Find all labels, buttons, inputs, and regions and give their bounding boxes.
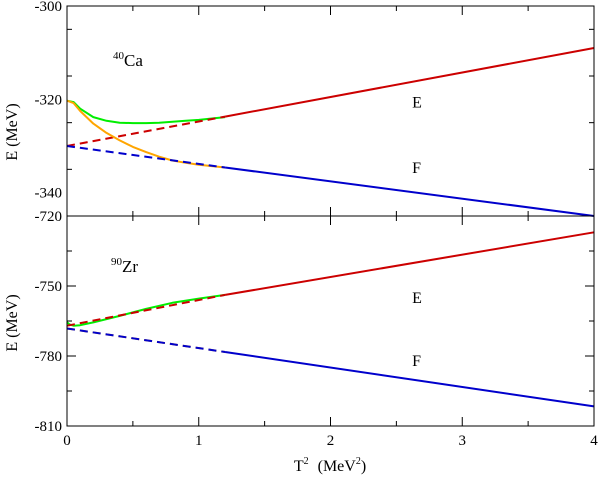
x-axis-label-close: ) <box>361 458 366 475</box>
top-ytick-label: -320 <box>35 92 63 108</box>
x-axis-label-sup: 2 <box>304 456 309 467</box>
top-nucleus-label: 40Ca <box>113 50 143 70</box>
bottom-ytick-label: -810 <box>35 419 63 435</box>
bottom-nucleus-mass: 90 <box>111 256 123 268</box>
top-annotation-f: F <box>412 160 421 177</box>
xtick-label: 0 <box>63 433 71 449</box>
bottom-ytick-label: -750 <box>35 279 63 295</box>
bottom-series-e-solid-2 <box>224 231 595 296</box>
bottom-plot-frame <box>66 215 595 427</box>
xtick-label: 1 <box>195 433 203 449</box>
top-series-e-solid-0 <box>66 99 226 125</box>
top-series-f-solid-5 <box>224 166 595 217</box>
bottom-series-f-solid-5 <box>224 351 595 408</box>
bottom-series-f-dashed-4 <box>66 327 226 353</box>
bottom-nucleus-symbol: Zr <box>122 257 138 276</box>
bottom-annotation-e: E <box>412 290 422 307</box>
xtick-label: 4 <box>590 433 598 449</box>
xtick-label: 3 <box>459 433 467 449</box>
x-axis-label: T2 (MeV2) <box>294 456 366 475</box>
top-series-e-dashed-1 <box>66 115 226 147</box>
top-ticks-layer <box>66 6 595 217</box>
bottom-series-e-dashed-1 <box>66 293 226 327</box>
top-series-layer <box>66 47 595 217</box>
top-plot-frame <box>66 5 595 217</box>
bottom-ytick-label: -780 <box>35 349 63 365</box>
bottom-nucleus-label: 90Zr <box>111 256 138 276</box>
top-series-e-solid-2 <box>224 47 595 118</box>
bottom-ytick-label: -720 <box>35 209 63 225</box>
bottom-annotation-f: F <box>412 353 421 370</box>
top-panel: -300 -320 -340 E F 40Ca E (MeV) <box>4 0 595 217</box>
x-axis-label-unit-sup: 2 <box>356 456 361 467</box>
top-text-layer: -300 -320 -340 E F <box>35 0 422 202</box>
top-series-f-dashed-4 <box>66 145 226 169</box>
top-ytick-label: -340 <box>35 186 63 202</box>
xtick-label: 2 <box>327 433 335 449</box>
top-nucleus-symbol: Ca <box>124 51 143 70</box>
x-axis-label-unit: (MeV <box>318 458 357 475</box>
top-annotation-e: E <box>412 94 422 111</box>
bottom-y-axis-label: E (MeV) <box>4 294 21 351</box>
top-ytick-label: -300 <box>35 0 63 15</box>
top-nucleus-mass: 40 <box>113 50 125 62</box>
x-axis-label-main: T <box>294 458 304 475</box>
bottom-series-layer <box>66 231 595 408</box>
top-y-axis-label: E (MeV) <box>4 103 21 160</box>
